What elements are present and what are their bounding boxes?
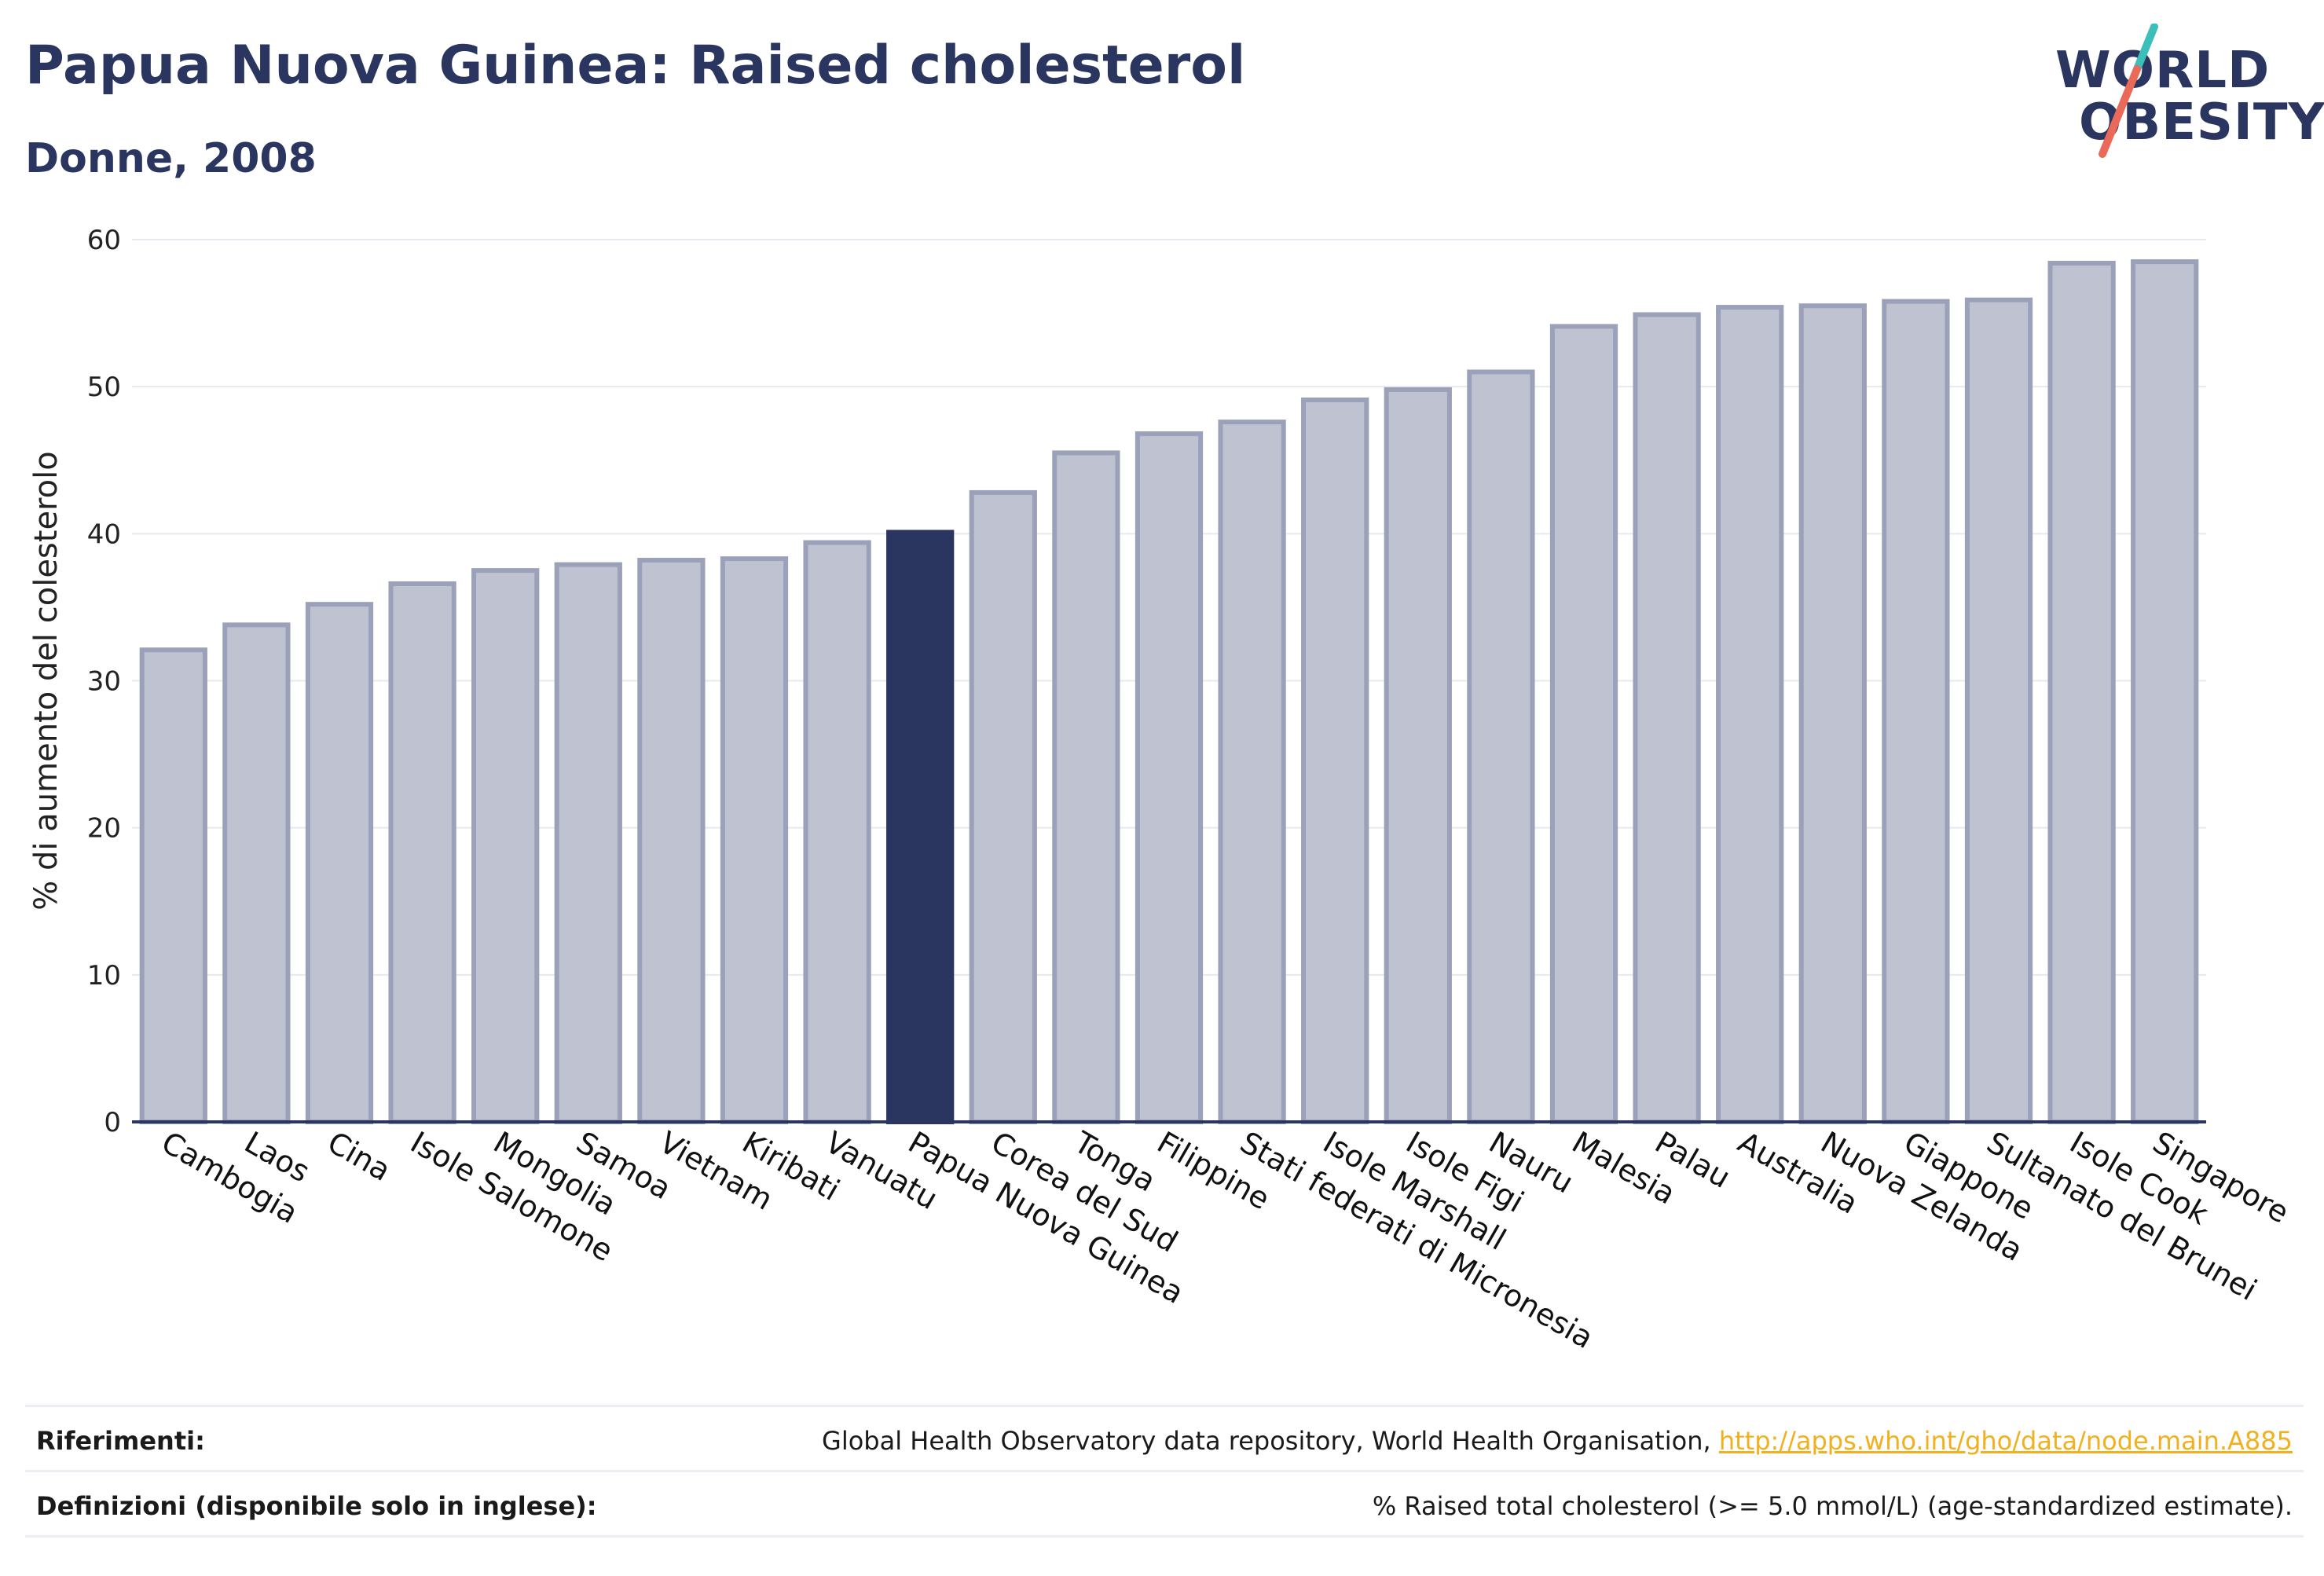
bar <box>1716 305 1784 1124</box>
definitions-value: % Raised total cholesterol (>= 5.0 mmol/… <box>1372 1491 2293 1521</box>
bar <box>1964 297 2033 1125</box>
references-table: Riferimenti: Global Health Observatory d… <box>25 1405 2304 1538</box>
chart-title: Papua Nuova Guinea: Raised cholesterol <box>25 35 1246 97</box>
world-obesity-logo: WORLD OBESITY <box>2051 24 2324 165</box>
references-link[interactable]: http://apps.who.int/gho/data/node.main.A… <box>1718 1426 2293 1456</box>
bar <box>222 622 291 1124</box>
x-tick-label: Cina <box>322 1125 397 1188</box>
bar <box>305 602 374 1124</box>
bar <box>388 581 456 1125</box>
references-text: Global Health Observatory data repositor… <box>822 1426 1719 1456</box>
bar-chart: 0 10 20 30 40 50 60 % di aumento del colesterol… <box>28 225 2295 1355</box>
bar <box>637 558 706 1125</box>
bar <box>1301 398 1369 1124</box>
chart-subtitle: Donne, 2008 <box>25 135 317 182</box>
bar <box>1467 369 1535 1124</box>
definitions-row: Definizioni (disponibile solo in inglese… <box>25 1470 2304 1538</box>
bar <box>1218 420 1286 1124</box>
bar <box>1882 299 1950 1125</box>
logo-line-1: WORLD <box>2055 42 2271 100</box>
bar <box>139 647 207 1124</box>
bar <box>471 568 540 1124</box>
bar <box>1633 312 1701 1125</box>
y-tick-label: 30 <box>87 666 121 698</box>
bar <box>2047 260 2116 1125</box>
bar <box>1384 387 1452 1125</box>
y-tick-label: 20 <box>87 813 121 845</box>
y-tick-label: 40 <box>87 519 121 550</box>
y-tick-label: 0 <box>104 1107 121 1138</box>
bar <box>1549 324 1618 1124</box>
bar <box>2131 259 2199 1125</box>
bar <box>1135 431 1204 1124</box>
bar <box>803 540 871 1124</box>
definitions-label: Definizioni (disponibile solo in inglese… <box>36 1491 597 1521</box>
logo-slash-icon <box>2099 24 2158 158</box>
references-label: Riferimenti: <box>36 1426 205 1456</box>
y-tick-label: 60 <box>87 225 121 256</box>
bar <box>1052 450 1120 1124</box>
y-tick-label: 10 <box>87 960 121 991</box>
bar <box>1798 303 1867 1125</box>
bar <box>886 530 955 1124</box>
references-value: Global Health Observatory data repositor… <box>822 1426 2293 1456</box>
references-row: Riferimenti: Global Health Observatory d… <box>25 1405 2304 1470</box>
bar <box>720 556 789 1124</box>
bar <box>969 489 1037 1124</box>
bar <box>554 562 622 1125</box>
y-tick-label: 50 <box>87 372 121 403</box>
y-axis-label: % di aumento del colesterolo <box>28 451 64 910</box>
